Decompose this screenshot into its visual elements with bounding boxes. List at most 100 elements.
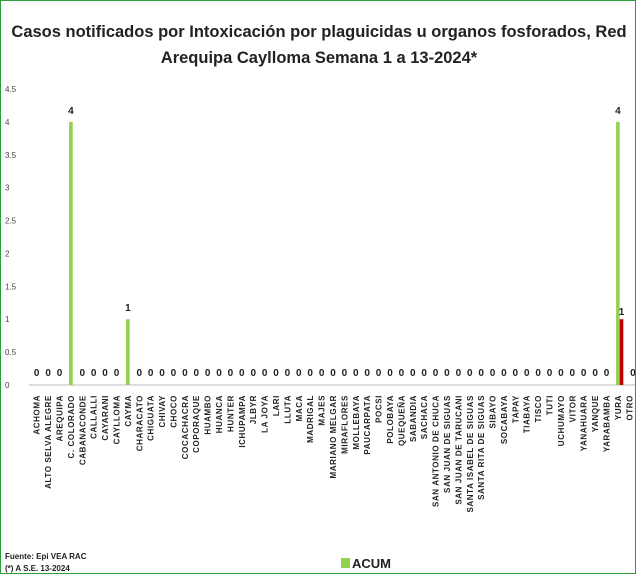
category-label: SACHACA (420, 395, 429, 439)
data-label-acum: 0 (513, 368, 519, 379)
data-label-acum: 0 (353, 368, 359, 379)
category-label: CALLALLI (90, 395, 99, 439)
category-label: JLBYR (249, 395, 258, 424)
y-tick-label: 1 (5, 315, 10, 324)
source-note: Fuente: Epi VEA RAC (5, 552, 87, 561)
category-label: MARIANO MELGAR (329, 395, 338, 479)
data-label-acum: 0 (171, 368, 177, 379)
category-label: LA JOYA (261, 395, 270, 433)
data-label-acum: 0 (433, 368, 439, 379)
data-label-acum: 0 (456, 368, 462, 379)
category-label: TISCO (534, 395, 543, 422)
data-label-acum: 0 (250, 368, 256, 379)
data-label-acum: 0 (592, 368, 598, 379)
category-label: COPORAQUE (192, 395, 201, 453)
category-label: CAYMA (124, 395, 133, 427)
legend-label: ACUM (352, 556, 391, 571)
legend-swatch (341, 558, 350, 568)
data-label-acum: 0 (307, 368, 313, 379)
chart-title-line2: Arequipa Caylloma Semana 1 a 13-2024* (161, 49, 478, 67)
data-label-acum: 0 (330, 368, 336, 379)
data-label-acum: 0 (501, 368, 507, 379)
category-label: LLUTA (283, 395, 292, 424)
data-label-acum: 0 (444, 368, 450, 379)
category-label: CABANACONDE (78, 395, 87, 465)
category-label: C. COLORADO (67, 395, 76, 459)
data-label-acum: 0 (102, 368, 108, 379)
category-label: MACA (295, 395, 304, 421)
data-label-acum: 0 (193, 368, 199, 379)
category-label: YURA (614, 395, 623, 420)
chart-title-line1: Casos notificados por Intoxicación por p… (11, 23, 626, 41)
data-label-acum: 0 (604, 368, 610, 379)
data-label-acum: 0 (490, 368, 496, 379)
category-label: ACHOMA (33, 395, 42, 435)
data-label-acum: 0 (273, 368, 279, 379)
data-label-acum: 0 (570, 368, 576, 379)
category-label: SAN ANTONIO DE CHUCA (432, 395, 441, 507)
category-label: CAYLLOMA (112, 395, 121, 444)
category-label: POCSI (375, 395, 384, 423)
data-label-acum: 0 (159, 368, 165, 379)
category-label: CHIGUATA (147, 395, 156, 441)
data-label-acum: 0 (114, 368, 120, 379)
y-tick-label: 0 (5, 381, 10, 390)
data-label-acum: 1 (125, 303, 131, 314)
bar-series-2 (619, 319, 624, 385)
data-label-acum: 0 (581, 368, 587, 379)
data-label-acum: 0 (239, 368, 245, 379)
data-label-acum: 4 (615, 106, 621, 117)
data-label-acum: 0 (547, 368, 553, 379)
data-label-acum: 0 (387, 368, 393, 379)
category-label: SANTA ISABEL DE SIGUAS (466, 395, 475, 513)
category-label: YANQUE (591, 395, 600, 432)
category-label: TAPAY (511, 395, 520, 423)
y-axis: 0 0.5 1 1.5 2 2.5 3 3.5 4 4.5 (5, 85, 635, 390)
data-label-acum: 0 (535, 368, 541, 379)
category-label: SAN JUAN DE SIGUAS (443, 395, 452, 493)
data-label-acum: 0 (478, 368, 484, 379)
bar-acum (69, 121, 73, 385)
bar-acum (616, 121, 620, 385)
data-label-acum: 0 (410, 368, 416, 379)
category-label: TUTI (546, 395, 555, 415)
category-labels-group: ACHOMA ALTO SELVA ALEGRE AREQUIPA C. COLORA… (33, 395, 635, 513)
data-label-acum: 0 (467, 368, 473, 379)
data-label-acum: 0 (148, 368, 154, 379)
data-label-acum: 0 (524, 368, 530, 379)
period-note: (*) A S.E. 13-2024 (5, 564, 70, 573)
category-label: HUANCA (215, 395, 224, 433)
category-label: MIRAFLORES (340, 395, 349, 454)
category-label: CHARACATO (135, 395, 144, 451)
category-label: ICHUPAMPA (238, 395, 247, 448)
y-tick-label: 0.5 (5, 348, 17, 357)
data-label-acum: 0 (285, 368, 291, 379)
data-label-acum: 0 (262, 368, 268, 379)
data-label-acum: 0 (205, 368, 211, 379)
data-label-acum: 0 (342, 368, 348, 379)
data-label-acum: 0 (364, 368, 370, 379)
category-label: UCHUMAYO (557, 395, 566, 446)
category-label: MADRIGAL (306, 395, 315, 443)
bar-acum (126, 319, 130, 385)
data-label-series-2: 1 (619, 307, 625, 318)
data-label-acum: 0 (80, 368, 86, 379)
data-label-acum: 0 (216, 368, 222, 379)
data-label-acum: 4 (68, 106, 74, 117)
data-label-acum: 0 (228, 368, 234, 379)
category-label: HUNTER (226, 395, 235, 432)
data-label-series-2: 0 (630, 368, 636, 379)
category-label: SAN JUAN DE TARUCANI (454, 395, 463, 505)
y-tick-label: 3 (5, 184, 10, 193)
data-label-acum: 0 (319, 368, 325, 379)
data-label-acum: 0 (45, 368, 51, 379)
y-tick-label: 2.5 (5, 217, 17, 226)
bars-group (69, 121, 624, 385)
category-label: POLOBAYA (386, 395, 395, 444)
category-label: YANAHUARA (580, 395, 589, 451)
category-label: SIBAYO (489, 395, 498, 429)
y-tick-label: 3.5 (5, 151, 17, 160)
category-label: CHIVAY (158, 395, 167, 428)
data-label-acum: 0 (91, 368, 97, 379)
